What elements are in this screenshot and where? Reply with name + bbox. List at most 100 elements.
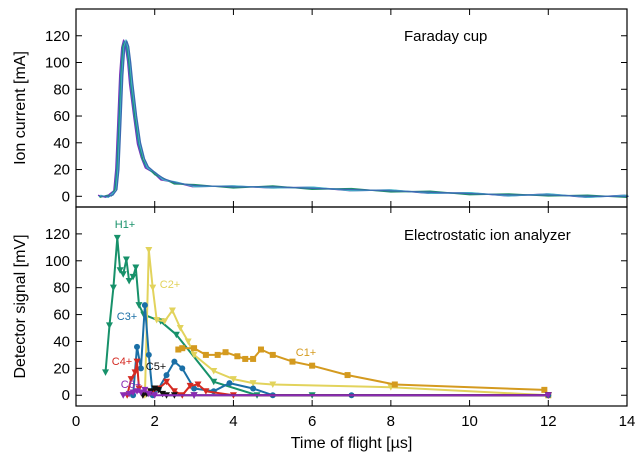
point-C1+-15 (541, 386, 548, 393)
series-label-C1+: C1+ (296, 347, 317, 359)
bottom-ytick-label-6: 120 (45, 226, 70, 243)
bottom-ytick-label-4: 80 (53, 280, 70, 297)
series-label-C4+: C4+ (112, 356, 133, 368)
point-C4+-9 (170, 388, 178, 395)
point-C3+-4 (145, 351, 152, 358)
bottom-ytick-label-1: 20 (53, 360, 70, 377)
bottom-panel-ticks: 0 20 40 60 80 100 120 0 2 4 6 8 10 12 14 (45, 207, 635, 430)
faraday-trace-2 (99, 41, 628, 199)
point-C1+-14 (391, 381, 398, 388)
point-H1+-3 (113, 234, 121, 242)
bottom-y-axis-label: Detector signal [mV] (12, 234, 29, 378)
ion-analyzer-panel: 0 20 40 60 80 100 120 0 2 4 6 8 10 12 14 H1+ C2+ C1+ C3+ C… (12, 206, 635, 452)
point-H1+-14 (210, 378, 218, 386)
xtick-label-4: 8 (387, 413, 395, 430)
faraday-cup-traces (97, 39, 629, 199)
point-C3+-12 (226, 380, 233, 387)
ion-analyzer-annotation: Electrostatic ion analyzer (404, 227, 571, 244)
series-label-H1+: H1+ (115, 219, 136, 231)
point-H1+-6 (122, 256, 130, 263)
point-C2+-9 (210, 368, 218, 375)
point-C1+-1 (179, 345, 186, 352)
point-C3+-3 (141, 302, 148, 309)
point-C1+-0 (175, 346, 182, 353)
point-C1+-5 (222, 349, 229, 356)
point-C4+-2 (131, 369, 139, 376)
point-C4+-11 (186, 382, 194, 390)
series-line-C4+ (126, 360, 549, 397)
xtick-label-3: 6 (308, 413, 316, 430)
top-ytick-label-6: 120 (45, 28, 70, 45)
top-ytick-label-2: 40 (53, 135, 70, 152)
faraday-cup-panel: 0 20 40 60 80 100 120 Faraday cup Ion current … (12, 8, 629, 208)
point-C1+-10 (269, 351, 276, 358)
point-C2+-6 (176, 325, 184, 332)
point-C1+-3 (202, 351, 209, 358)
point-C3+-13 (250, 385, 257, 392)
point-C6+-1 (125, 390, 133, 398)
point-C2+-10 (229, 376, 237, 383)
point-C2+-11 (249, 380, 257, 387)
point-C1+-8 (250, 355, 257, 362)
point-C1+-7 (242, 355, 249, 362)
point-C2+-5 (168, 307, 176, 315)
point-H1+-10 (135, 302, 143, 309)
point-C4+-8 (163, 378, 171, 386)
xtick-label-2: 4 (229, 413, 237, 430)
point-C2+-3 (153, 316, 161, 324)
point-C6+-5 (141, 386, 149, 394)
point-H1+-0 (102, 369, 110, 376)
point-C6+-0 (119, 392, 127, 399)
point-C3+-7 (163, 372, 170, 379)
point-C1+-2 (191, 345, 198, 352)
faraday-trace-3 (100, 39, 628, 199)
point-C6+-4 (137, 389, 145, 397)
top-ytick-label-0: 0 (62, 188, 70, 205)
top-y-axis-label: Ion current [mA] (12, 51, 29, 165)
series-line-H1+ (104, 236, 549, 397)
point-H1+-13 (172, 331, 180, 339)
point-C6+-2 (129, 389, 137, 397)
series-C6+: C6+ (119, 379, 552, 399)
xtick-label-5: 10 (461, 413, 478, 430)
series-label-C6+: C6+ (121, 379, 142, 391)
point-H1+-8 (129, 273, 137, 281)
point-C1+-11 (289, 358, 296, 365)
bottom-panel-frame (75, 206, 628, 407)
top-ytick-label-4: 80 (53, 81, 70, 98)
top-panel-ticks: 0 20 40 60 80 100 120 (45, 9, 628, 207)
point-C4+-13 (202, 388, 210, 395)
top-ytick-label-1: 20 (53, 162, 70, 179)
point-C2+-1 (145, 247, 153, 254)
point-C4+-3 (133, 358, 141, 366)
xtick-label-7: 14 (619, 413, 636, 430)
point-C5+-4 (155, 386, 163, 394)
faraday-trace-4 (101, 40, 629, 197)
point-C2+-8 (190, 351, 198, 359)
ion-analyzer-traces: H1+ C2+ C1+ C3+ C4+ C5+ C6+ (102, 219, 552, 399)
point-C2+-12 (269, 381, 277, 388)
point-C1+-13 (344, 372, 351, 379)
series-H1+: H1+ (102, 219, 552, 399)
point-C1+-4 (214, 351, 221, 358)
point-H1+-9 (132, 264, 140, 272)
top-ytick-label-3: 60 (53, 108, 70, 125)
point-C2+-4 (161, 318, 169, 325)
series-C1+: C1+ (175, 345, 552, 399)
point-C3+-1 (134, 343, 141, 350)
bottom-ytick-label-5: 100 (45, 253, 70, 270)
x-axis-label: Time of flight [µs] (291, 435, 413, 452)
point-C4+-12 (194, 381, 202, 388)
top-ytick-label-5: 100 (45, 55, 70, 72)
point-H1+-2 (109, 284, 117, 292)
point-H1+-7 (125, 277, 133, 285)
series-C2+: C2+ (141, 247, 552, 399)
point-C2+-2 (149, 284, 157, 292)
point-C6+-6 (145, 390, 153, 398)
point-H1+-5 (119, 271, 127, 278)
series-label-C5+: C5+ (146, 361, 167, 373)
point-C6+-7 (151, 392, 159, 399)
faraday-trace-0 (97, 39, 626, 199)
point-C1+-6 (234, 353, 241, 360)
